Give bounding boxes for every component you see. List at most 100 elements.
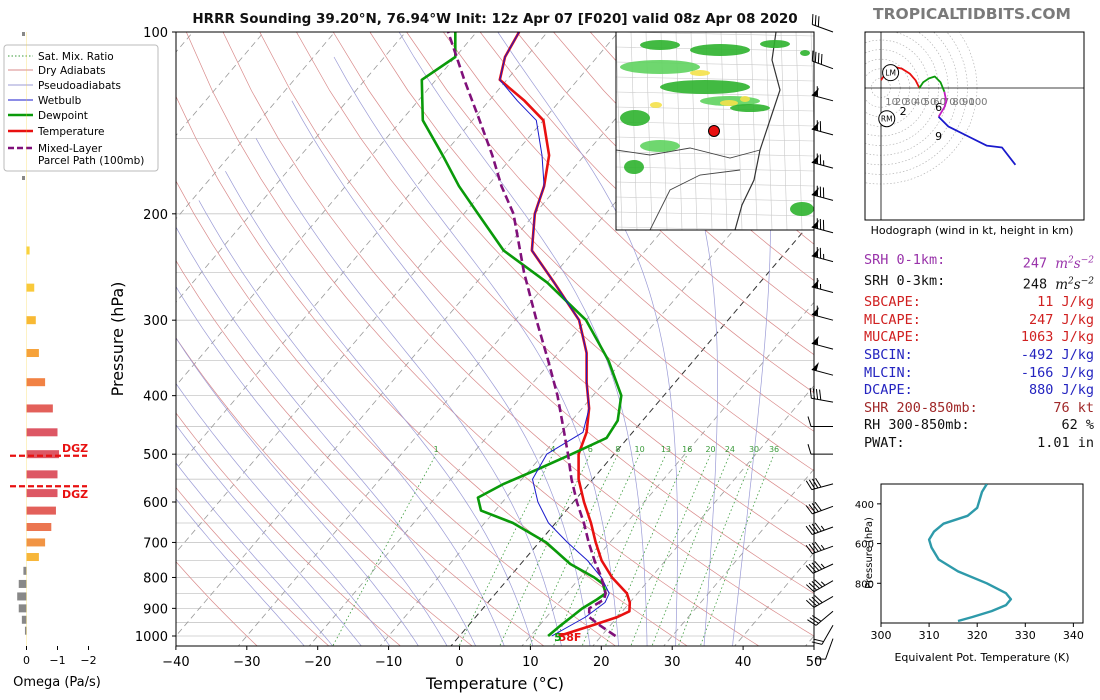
x-tick-label: 0	[455, 655, 463, 670]
map-boundary	[616, 166, 814, 172]
wind-barb	[807, 444, 833, 455]
radar-echo	[730, 104, 770, 112]
omega-tick-label: −2	[80, 654, 96, 667]
radar-echo	[624, 160, 644, 174]
storm-motion-marker	[882, 64, 900, 82]
mixing-ratio-label: 30	[749, 445, 759, 454]
theta-e-plot	[927, 484, 1013, 623]
y-tick-label: 700	[143, 536, 168, 551]
barb-half-flag	[820, 544, 825, 550]
barb-flag	[815, 477, 822, 488]
moist-adiabat	[176, 226, 477, 646]
moist-adiabat	[176, 424, 362, 646]
map-frame	[615, 31, 815, 231]
barb-flag	[808, 582, 818, 591]
barb-flag	[814, 522, 822, 532]
map-boundary	[616, 32, 814, 37]
omega-bar	[26, 538, 46, 547]
map-coastline	[734, 32, 781, 230]
radar-echo	[620, 110, 650, 126]
hodograph-ring-label: 50	[924, 97, 937, 108]
omega-mark	[22, 32, 25, 36]
map-boundary	[720, 32, 728, 230]
barb-flag	[805, 480, 813, 490]
theta-e-x-tick-label: 320	[967, 629, 988, 642]
omega-bar	[26, 428, 58, 437]
moist-adiabat	[176, 462, 334, 646]
barb-flag	[806, 584, 815, 593]
stat-row: DCAPE: 880 J/kg	[864, 382, 1094, 400]
skewt-ylabel: Pressure (hPa)	[108, 282, 127, 397]
stat-value: 247 m2s−2	[1022, 255, 1094, 272]
dgz-label: DGZ	[62, 488, 88, 501]
mixing-ratio-line	[332, 454, 437, 646]
wind-barb	[811, 86, 834, 102]
barb-flag	[808, 524, 816, 534]
barb-flag	[808, 598, 818, 607]
dry-adiabat	[222, 32, 814, 637]
stat-row: SRH 0-1km: 247 m2s−2	[864, 252, 1094, 273]
legend-label: Temperature	[37, 126, 105, 138]
radar-echo	[740, 96, 750, 102]
dgz-label: DGZ	[62, 442, 88, 455]
wind-barb	[811, 153, 834, 169]
wind-barb	[811, 218, 834, 234]
dry-adiabat	[443, 32, 814, 394]
stat-row: SBCIN: -492 J/kg	[864, 347, 1094, 365]
barb-shaft	[812, 60, 834, 70]
barb-flag	[807, 444, 812, 455]
barb-flag	[812, 478, 819, 489]
sounding-location-marker	[708, 125, 720, 137]
isotherm	[176, 32, 619, 554]
omega-bar	[26, 523, 52, 532]
barb-flag	[819, 121, 822, 132]
legend-label: Pseudoadiabats	[38, 80, 121, 92]
stat-unit: m2s−2	[1055, 255, 1094, 272]
omega-bar	[18, 579, 27, 588]
mixing-ratio-label: 24	[725, 445, 735, 454]
isotherm	[176, 32, 407, 303]
barb-flag	[808, 479, 816, 490]
theta-e-y-tick-label: 600	[855, 540, 874, 551]
stat-row: PWAT: 1.01 in	[864, 435, 1094, 453]
stats-table: SRH 0-1km: 247 m2s−2 SRH 0-3km: 248 m2s−2 SB…	[864, 252, 1094, 453]
wind-barb	[805, 561, 834, 574]
legend-label: Dry Adiabats	[38, 65, 106, 77]
barb-flag	[811, 542, 819, 552]
moist-adiabat	[176, 337, 419, 646]
mixing-ratio-label: 36	[769, 445, 779, 454]
wind-barb	[811, 50, 834, 70]
map-boundary	[735, 32, 743, 230]
x-tick-label: −10	[375, 655, 402, 670]
stat-label: SHR 200-850mb:	[864, 399, 978, 416]
map-state-line	[616, 147, 761, 159]
mixing-ratio-label: 4	[550, 445, 555, 454]
stat-value: 62 %	[1061, 417, 1094, 434]
stat-row: MLCAPE: 247 J/kg	[864, 312, 1094, 330]
barb-shaft	[811, 255, 834, 263]
dewpoint-line	[420, 32, 623, 637]
hodograph-ring-label: 70	[943, 97, 956, 108]
wind-barb	[809, 387, 834, 403]
barb-flag	[815, 388, 819, 400]
wind-barb	[811, 247, 834, 263]
barb-flag	[811, 596, 820, 605]
omega-panel: 0 −1 −2 DGZ DGZ	[10, 32, 97, 667]
barb-flag	[816, 277, 819, 289]
stat-value: 1063 J/kg	[1020, 329, 1094, 346]
barb-flag	[817, 16, 820, 27]
y-tick-label: 600	[143, 496, 168, 511]
wind-barb	[807, 610, 834, 626]
dry-adiabat	[369, 32, 814, 472]
hodograph-segment	[918, 75, 946, 93]
stat-value: -166 J/kg	[1020, 364, 1094, 381]
barb-flag	[807, 416, 812, 427]
stat-row: SBCAPE: 11 J/kg	[864, 294, 1094, 312]
map-boundary	[616, 106, 814, 112]
hodograph-height-label: 9	[935, 130, 942, 143]
stat-row: MUCAPE: 1063 J/kg	[864, 329, 1094, 347]
